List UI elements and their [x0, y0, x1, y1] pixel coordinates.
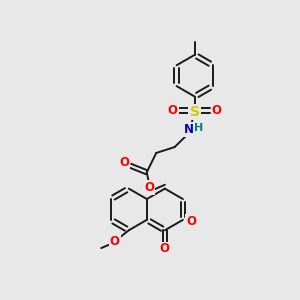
Text: H: H [194, 123, 203, 133]
Text: O: O [160, 242, 170, 256]
Text: O: O [144, 181, 154, 194]
Text: O: O [212, 104, 222, 117]
Text: O: O [186, 215, 196, 228]
Text: S: S [190, 105, 200, 119]
Text: O: O [119, 156, 129, 169]
Text: O: O [110, 235, 120, 248]
Text: O: O [168, 104, 178, 117]
Text: N: N [184, 123, 194, 136]
